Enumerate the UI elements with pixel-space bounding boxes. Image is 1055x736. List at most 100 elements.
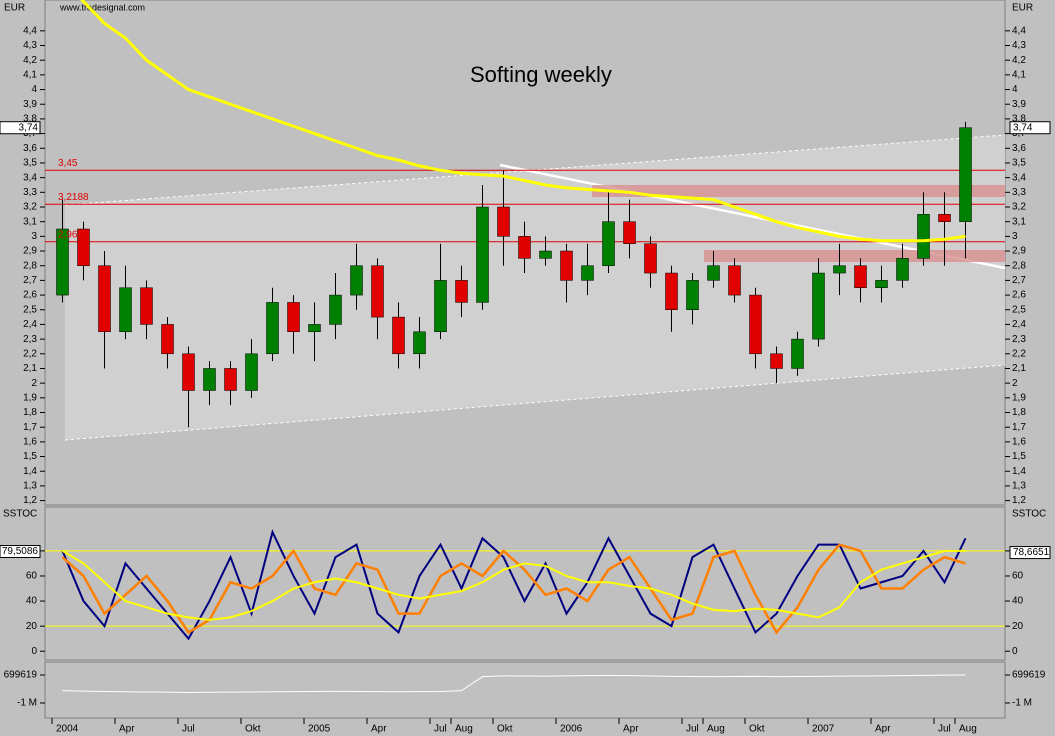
x-tick-label: 2006: [560, 724, 583, 735]
volume-line: [62, 674, 966, 693]
x-tick-label: Okt: [245, 724, 261, 735]
x-tick-label: Okt: [497, 724, 513, 735]
candle-body: [98, 265, 111, 333]
y-tick-label: 3,4: [23, 172, 37, 183]
candle-body: [518, 236, 531, 259]
candle-body: [371, 265, 384, 318]
y-tick-label: 1,6: [23, 437, 37, 448]
candle-body: [665, 272, 678, 311]
y-tick-label: 1,5: [23, 451, 37, 462]
price-plot: [45, 0, 1005, 428]
candle-body: [182, 353, 195, 391]
y2-tick-label: 3: [1012, 231, 1018, 242]
candle-body: [686, 280, 699, 311]
y-tick-label: 2,6: [23, 290, 37, 301]
y2-tick-label: 3,5: [1012, 158, 1026, 169]
y-tick-label: 3,8: [23, 114, 37, 125]
y-tick-label: 1,4: [23, 466, 37, 477]
y2-tick-label: -1 M: [1012, 698, 1032, 709]
panel-label: SSTOC: [3, 509, 37, 520]
last-value-box: [0, 545, 41, 559]
y2-tick-label: 699619: [1012, 670, 1046, 681]
y-tick-label: 2,7: [23, 275, 37, 286]
y-tick-label: 0: [31, 646, 37, 657]
panel-label: SSTOC: [1012, 509, 1046, 520]
y-tick-label: 3,1: [23, 216, 37, 227]
y2-tick-label: 40: [1012, 596, 1024, 607]
y-tick-label: 3,3: [23, 187, 37, 198]
y2-tick-label: 4,1: [1012, 70, 1026, 81]
y2-tick-label: 2,5: [1012, 304, 1026, 315]
y2-tick-label: 2,2: [1012, 348, 1026, 359]
channel: [65, 135, 1005, 440]
candle-body: [455, 280, 468, 303]
y-tick-label: 1,8: [23, 407, 37, 418]
x-tick-label: Okt: [749, 724, 765, 735]
level-label: 2,9633: [58, 229, 89, 240]
y2-tick-label: 4,2: [1012, 55, 1026, 66]
candle-body: [581, 265, 594, 281]
candle-body: [833, 265, 846, 274]
y2-tick-label: 4: [1012, 84, 1018, 95]
candle-body: [119, 287, 132, 333]
x-tick-label: Jul: [686, 724, 699, 735]
last-value-label: 79,5086: [2, 546, 39, 557]
stoch-panel: [44, 506, 1006, 661]
last-value-box: [0, 121, 41, 135]
y-tick-label: 4: [31, 84, 37, 95]
volume-plot: [62, 674, 966, 693]
axis-label: EUR: [4, 3, 25, 14]
candle-body: [707, 265, 720, 281]
y2-tick-label: 1,6: [1012, 437, 1026, 448]
candle-body: [329, 294, 342, 325]
y-tick-label: 1,9: [23, 392, 37, 403]
candle-body: [938, 214, 951, 222]
y2-tick-label: 60: [1012, 571, 1024, 582]
candle-body: [308, 324, 321, 333]
y2-tick-label: 1,5: [1012, 451, 1026, 462]
y-tick-label: 4,2: [23, 55, 37, 66]
stoch-line: [61, 529, 967, 641]
y2-tick-label: 3,1: [1012, 216, 1026, 227]
x-tick-label: Apr: [371, 724, 387, 735]
candle-body: [224, 368, 237, 391]
y-tick-label: 4,1: [23, 70, 37, 81]
y-tick-label: 3,5: [23, 158, 37, 169]
y2-tick-label: 0: [1012, 646, 1018, 657]
y2-tick-label: 1,9: [1012, 392, 1026, 403]
y-tick-label: 2,5: [23, 304, 37, 315]
x-tick-label: 2007: [812, 724, 835, 735]
y2-tick-label: 2: [1012, 378, 1018, 389]
y2-tick-label: 2,8: [1012, 260, 1026, 271]
x-tick-label: Apr: [875, 724, 891, 735]
candle-body: [413, 331, 426, 355]
y-tick-label: 20: [26, 621, 38, 632]
candle-body: [350, 265, 363, 296]
candle-body: [287, 302, 300, 333]
y-tick-label: 699619: [4, 670, 38, 681]
candle-body: [623, 221, 636, 244]
source: www.tradesignal.com: [59, 2, 145, 12]
y-tick-label: 2,4: [23, 319, 37, 330]
y-tick-label: 3,9: [23, 99, 37, 110]
candle-body: [854, 265, 867, 288]
last-value-box: [1009, 546, 1051, 560]
y-tick-label: 3,6: [23, 143, 37, 154]
y-tick-label: 2,8: [23, 260, 37, 271]
x-tick-label: Jul: [182, 724, 195, 735]
candle-body: [896, 258, 909, 281]
candle-body: [497, 206, 510, 237]
x-tick-label: Aug: [707, 724, 725, 735]
y-tick-label: 1,2: [23, 495, 37, 506]
y-tick-label: 40: [26, 596, 38, 607]
y-tick-label: 2,1: [23, 363, 37, 374]
candle-body: [644, 243, 657, 274]
candle-body: [749, 294, 762, 355]
candle-body: [728, 265, 741, 296]
y2-tick-label: 2,6: [1012, 290, 1026, 301]
y2-tick-label: 1,2: [1012, 495, 1026, 506]
channel-line: [64, 134, 1006, 206]
y-tick-label: -1 M: [17, 698, 37, 709]
candle-body: [560, 250, 573, 281]
